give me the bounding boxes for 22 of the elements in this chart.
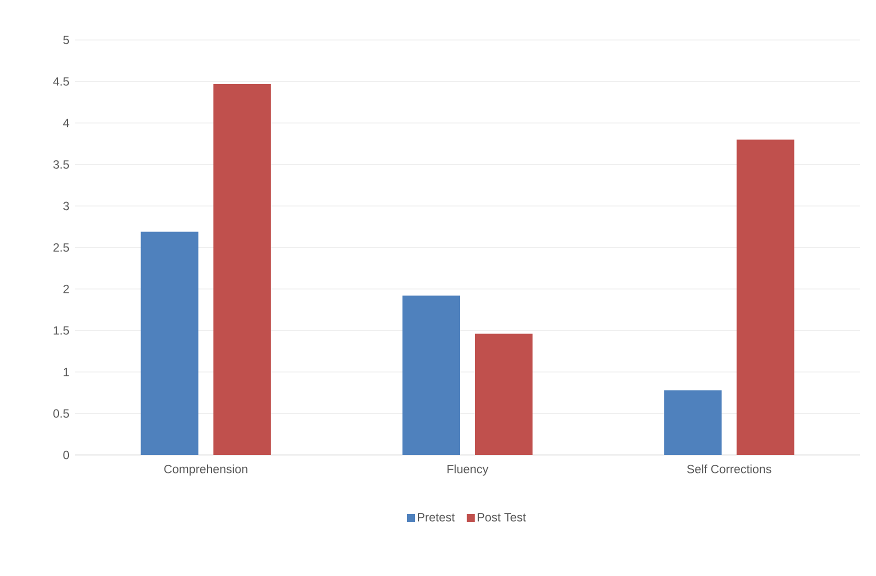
bar <box>402 296 460 455</box>
y-tick-label: 2 <box>63 284 69 294</box>
y-tick-label: 2.5 <box>53 243 69 252</box>
y-tick-label: 5 <box>63 36 69 44</box>
y-tick-label: 1.5 <box>54 326 69 335</box>
bar <box>140 232 198 455</box>
x-tick-label: Comprehension <box>164 464 248 476</box>
bar <box>664 390 722 455</box>
legend-label: Pretest <box>418 513 455 522</box>
y-tick-label: 0 <box>63 450 70 460</box>
y-tick-label: 3 <box>63 202 69 210</box>
y-tick-label: 4 <box>63 118 70 128</box>
bar <box>475 334 533 455</box>
y-tick-label: 0.5 <box>53 409 69 418</box>
y-tick-label: 3.5 <box>53 160 69 169</box>
y-tick-label: 4.5 <box>53 77 69 86</box>
x-tick-label: Fluency <box>448 464 488 476</box>
bar <box>213 84 271 455</box>
x-tick-label: Self Corrections <box>687 464 772 474</box>
legend-label: Post Test <box>478 513 526 522</box>
bar <box>736 140 794 455</box>
y-tick-label: 1 <box>64 368 69 376</box>
